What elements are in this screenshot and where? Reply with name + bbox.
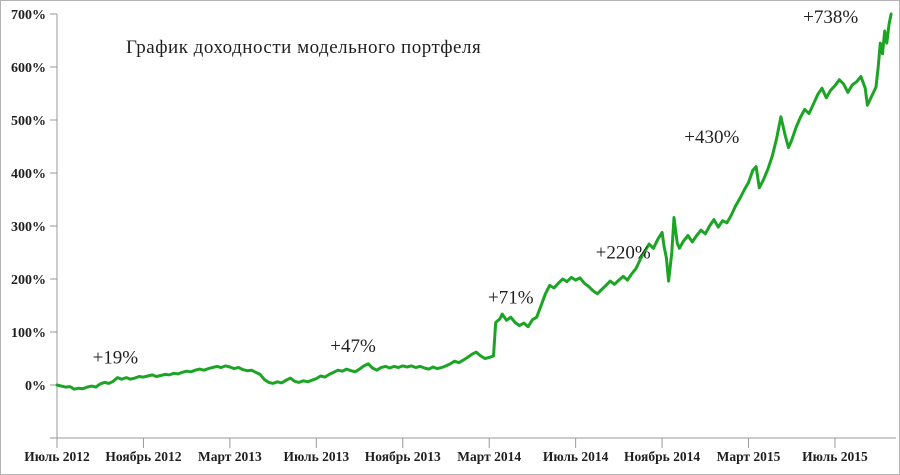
x-tick-label: Ноябрь 2013 xyxy=(365,449,441,464)
return-annotation: +71% xyxy=(488,288,534,309)
returns-line-series xyxy=(55,12,893,391)
y-tick-label: 700% xyxy=(11,8,46,23)
x-tick-label: Март 2015 xyxy=(717,449,781,464)
x-tick-label: Июль 2012 xyxy=(24,449,90,464)
x-tick-label: Июль 2014 xyxy=(543,449,609,464)
x-tick-label: Ноябрь 2012 xyxy=(105,449,181,464)
x-tick-label: Март 2014 xyxy=(457,449,521,464)
return-annotation: +220% xyxy=(596,243,651,264)
x-tick-label: Март 2013 xyxy=(198,449,262,464)
y-tick-label: 500% xyxy=(11,114,46,129)
chart-title: График доходности модельного портфеля xyxy=(126,37,482,58)
y-tick-label: 300% xyxy=(11,220,46,235)
return-annotation: +47% xyxy=(330,336,376,357)
x-tick-label: Ноябрь 2014 xyxy=(624,449,700,464)
x-tick-label: Июль 2013 xyxy=(284,449,350,464)
y-tick-label: 0% xyxy=(25,379,46,394)
y-tick-label: 100% xyxy=(11,326,46,341)
x-tick-label: Июль 2015 xyxy=(802,449,868,464)
return-annotation: +19% xyxy=(93,347,139,368)
y-tick-label: 200% xyxy=(11,273,46,288)
return-annotation: +430% xyxy=(684,127,739,148)
return-annotation: +738% xyxy=(803,7,858,28)
y-tick-label: 600% xyxy=(11,61,46,76)
y-tick-label: 400% xyxy=(11,167,46,182)
